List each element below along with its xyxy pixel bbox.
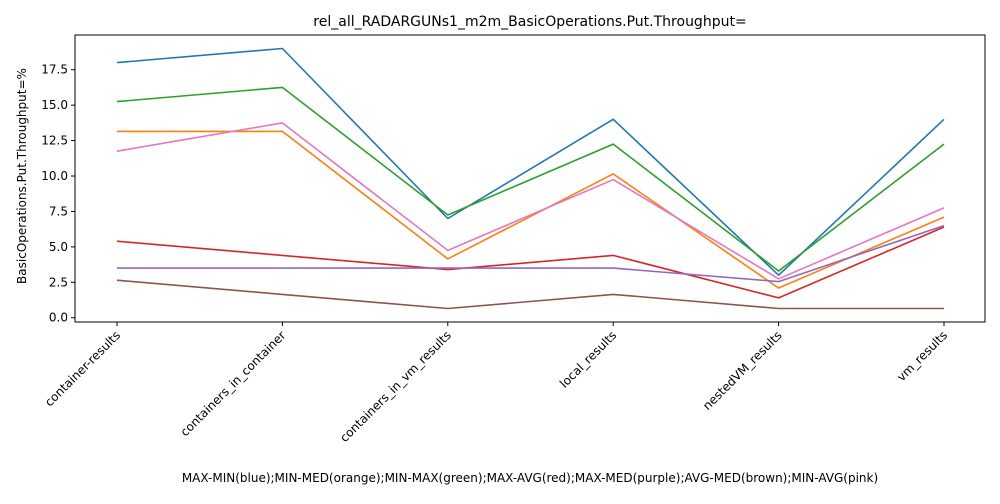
y-tick-label: 10.0 [41, 169, 68, 183]
chart-title: rel_all_RADARGUNs1_m2m_BasicOperations.P… [313, 14, 746, 30]
plot-area-frame [74, 34, 986, 323]
series-line [116, 47, 945, 277]
y-tick-label: 2.5 [49, 275, 68, 289]
y-tick-label: 12.5 [41, 134, 68, 148]
series-line [117, 224, 945, 283]
series-line [116, 226, 945, 299]
series-lines [116, 47, 945, 310]
series-line [116, 279, 944, 310]
y-tick-label: 0.0 [49, 311, 68, 325]
x-tick-label: container-results [42, 328, 123, 409]
series-line [116, 122, 945, 280]
y-tick-label: 5.0 [49, 240, 68, 254]
x-tick-label: containers_in_vm_results [337, 328, 454, 445]
x-tick-label: containers_in_container [178, 328, 289, 439]
series-line [117, 130, 945, 289]
axis-ticks: 0.0 2.5 5.0 7.5 10.0 12.5 15.0 17.5 container-re… [41, 63, 950, 445]
y-tick-label: 17.5 [41, 63, 68, 77]
x-tick-label: nestedVM_results [700, 328, 785, 413]
x-axis-label: MAX-MIN(blue);MIN-MED(orange);MIN-MAX(gr… [182, 471, 878, 485]
x-tick-label: vm_results [894, 328, 950, 384]
x-tick-label: local_results [557, 328, 619, 390]
y-axis-label: BasicOperations.Put.Throughput=% [15, 68, 29, 284]
series-line [116, 86, 945, 272]
y-tick-label: 15.0 [41, 98, 68, 112]
y-tick-label: 7.5 [49, 204, 68, 218]
